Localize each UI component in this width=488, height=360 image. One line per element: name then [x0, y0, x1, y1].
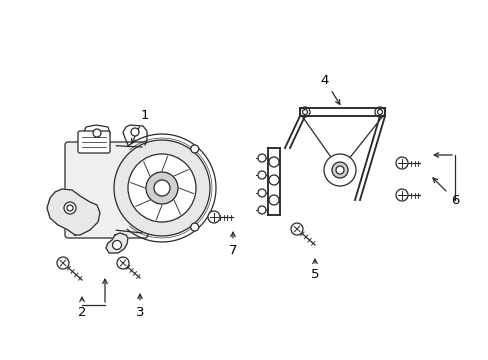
- Circle shape: [374, 107, 384, 117]
- Circle shape: [395, 189, 407, 201]
- Text: 2: 2: [78, 297, 86, 319]
- Circle shape: [268, 175, 279, 185]
- Circle shape: [57, 257, 69, 269]
- Text: 4: 4: [320, 73, 339, 104]
- Text: 7: 7: [228, 232, 237, 257]
- Circle shape: [131, 128, 139, 136]
- Circle shape: [331, 162, 347, 178]
- Circle shape: [302, 109, 307, 114]
- Circle shape: [207, 211, 220, 223]
- Circle shape: [154, 180, 170, 196]
- Circle shape: [335, 166, 343, 174]
- Circle shape: [299, 107, 309, 117]
- Circle shape: [324, 154, 355, 186]
- Circle shape: [395, 157, 407, 169]
- Circle shape: [64, 202, 76, 214]
- Circle shape: [190, 223, 199, 231]
- FancyBboxPatch shape: [78, 131, 110, 153]
- FancyBboxPatch shape: [65, 142, 148, 238]
- Circle shape: [268, 195, 279, 205]
- Circle shape: [258, 206, 265, 214]
- Circle shape: [67, 205, 73, 211]
- Circle shape: [290, 223, 303, 235]
- Circle shape: [112, 240, 121, 249]
- Circle shape: [190, 145, 199, 153]
- Circle shape: [258, 189, 265, 197]
- Polygon shape: [106, 233, 128, 253]
- Circle shape: [93, 129, 101, 137]
- Circle shape: [268, 157, 279, 167]
- Text: 3: 3: [136, 294, 144, 319]
- Text: 1: 1: [131, 108, 149, 143]
- Circle shape: [258, 154, 265, 162]
- Circle shape: [128, 154, 196, 222]
- Circle shape: [146, 172, 178, 204]
- Circle shape: [114, 140, 209, 236]
- Text: 5: 5: [310, 259, 319, 282]
- Circle shape: [117, 257, 129, 269]
- Circle shape: [258, 171, 265, 179]
- Text: 6: 6: [432, 178, 458, 207]
- Circle shape: [377, 109, 382, 114]
- Polygon shape: [47, 189, 100, 235]
